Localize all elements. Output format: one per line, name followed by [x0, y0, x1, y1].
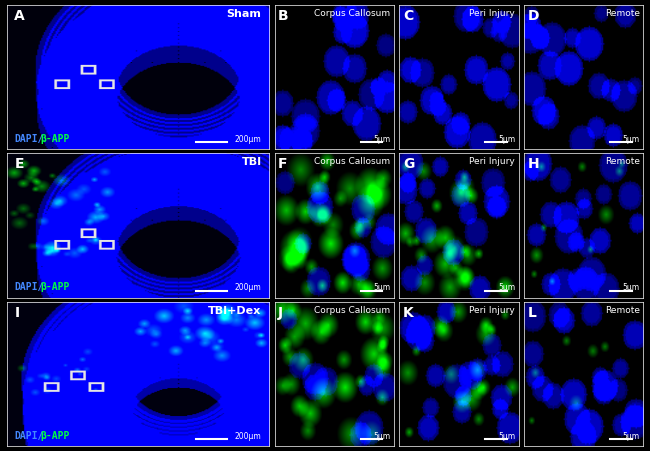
Text: 5μm: 5μm [373, 283, 391, 292]
Text: DAPI/: DAPI/ [14, 133, 44, 143]
Text: β-APP: β-APP [41, 282, 70, 292]
Text: Peri Injury: Peri Injury [469, 157, 515, 166]
Text: Remote: Remote [605, 306, 640, 315]
Text: J: J [278, 306, 283, 320]
Text: 200μm: 200μm [235, 283, 261, 292]
Text: H: H [528, 157, 540, 171]
Text: K: K [403, 306, 413, 320]
Text: β-APP: β-APP [41, 431, 70, 441]
Text: 5μm: 5μm [498, 283, 515, 292]
Text: G: G [403, 157, 414, 171]
Text: Remote: Remote [605, 157, 640, 166]
Text: 5μm: 5μm [623, 283, 640, 292]
Text: 5μm: 5μm [623, 432, 640, 441]
Text: β-APP: β-APP [41, 133, 70, 143]
Text: L: L [528, 306, 536, 320]
Text: Peri Injury: Peri Injury [469, 9, 515, 18]
Text: Corpus Callosum: Corpus Callosum [315, 306, 391, 315]
Text: C: C [403, 9, 413, 23]
Text: F: F [278, 157, 288, 171]
Text: A: A [14, 9, 25, 23]
Text: Corpus Callosum: Corpus Callosum [315, 9, 391, 18]
Text: I: I [14, 306, 20, 320]
Text: Peri Injury: Peri Injury [469, 306, 515, 315]
Text: 5μm: 5μm [498, 135, 515, 143]
Text: TBI: TBI [241, 157, 261, 167]
Text: 5μm: 5μm [498, 432, 515, 441]
Text: E: E [14, 157, 24, 171]
Text: 5μm: 5μm [623, 135, 640, 143]
Text: Corpus Callosum: Corpus Callosum [315, 157, 391, 166]
Text: 5μm: 5μm [373, 135, 391, 143]
Text: D: D [528, 9, 539, 23]
Text: Sham: Sham [227, 9, 261, 19]
Text: TBI+Dex: TBI+Dex [208, 306, 261, 316]
Text: DAPI/: DAPI/ [14, 431, 44, 441]
Text: 5μm: 5μm [373, 432, 391, 441]
Text: B: B [278, 9, 289, 23]
Text: 200μm: 200μm [235, 135, 261, 143]
Text: 200μm: 200μm [235, 432, 261, 441]
Text: Remote: Remote [605, 9, 640, 18]
Text: DAPI/: DAPI/ [14, 282, 44, 292]
